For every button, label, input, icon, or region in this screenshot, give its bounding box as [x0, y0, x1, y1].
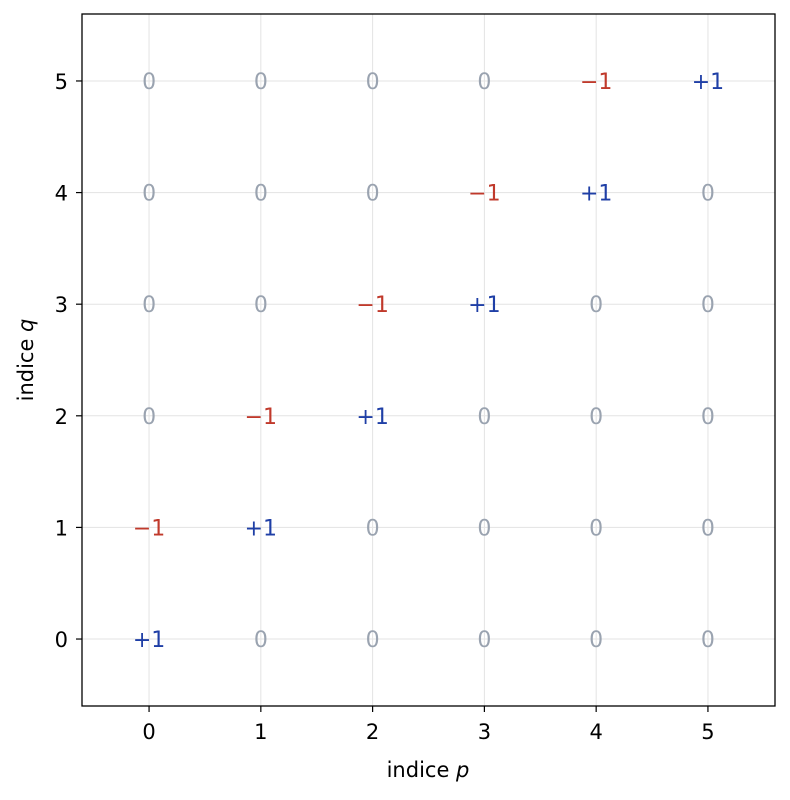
cell-value-zero: 0 [701, 182, 715, 207]
x-tick-label: 5 [701, 720, 714, 744]
cell-value-zero: 0 [142, 405, 156, 430]
x-axis-label-prefix: indice [387, 758, 456, 782]
cell-value-zero: 0 [254, 182, 268, 207]
cell-value-negative: −1 [580, 70, 612, 95]
cell-value-zero: 0 [254, 293, 268, 318]
plot-frame [81, 13, 776, 707]
cell-value-positive: +1 [133, 628, 165, 653]
cell-value-negative: −1 [245, 405, 277, 430]
cell-value-zero: 0 [366, 70, 380, 95]
cell-value-zero: 0 [589, 516, 603, 541]
y-tick-label: 5 [55, 70, 68, 94]
x-axis-label-variable: p [455, 758, 469, 782]
x-tick-label: 3 [478, 720, 491, 744]
y-axis-ticks: 0 1 2 3 4 5 [55, 70, 82, 652]
x-tick-label: 0 [142, 720, 155, 744]
y-tick-label: 2 [55, 405, 68, 429]
cell-value-negative: −1 [468, 182, 500, 207]
cell-value-positive: +1 [245, 516, 277, 541]
cell-value-negative: −1 [356, 293, 388, 318]
cell-value-zero: 0 [477, 405, 491, 430]
y-tick-label: 1 [55, 516, 68, 540]
cell-value-zero: 0 [366, 182, 380, 207]
x-tick-label: 2 [366, 720, 379, 744]
cell-value-positive: +1 [580, 182, 612, 207]
cell-value-positive: +1 [692, 70, 724, 95]
cell-value-zero: 0 [142, 293, 156, 318]
cell-value-zero: 0 [701, 628, 715, 653]
y-tick-label: 4 [55, 182, 68, 206]
cell-value-zero: 0 [701, 516, 715, 541]
cell-value-zero: 0 [254, 628, 268, 653]
cell-value-zero: 0 [477, 70, 491, 95]
cell-value-zero: 0 [366, 516, 380, 541]
cell-value-zero: 0 [142, 70, 156, 95]
x-tick-label: 4 [589, 720, 602, 744]
cell-value-zero: 0 [142, 182, 156, 207]
cell-value-zero: 0 [701, 293, 715, 318]
y-axis-label-variable: q [14, 319, 38, 332]
x-tick-label: 1 [254, 720, 267, 744]
y-tick-label: 0 [55, 628, 68, 652]
cell-value-positive: +1 [356, 405, 388, 430]
y-tick-label: 3 [55, 293, 68, 317]
cell-value-zero: 0 [254, 70, 268, 95]
cell-value-zero: 0 [589, 405, 603, 430]
cell-value-zero: 0 [701, 405, 715, 430]
cell-value-zero: 0 [589, 628, 603, 653]
grid-lines [82, 14, 775, 706]
cell-value-zero: 0 [589, 293, 603, 318]
cell-value-zero: 0 [477, 516, 491, 541]
cell-value-zero: 0 [366, 628, 380, 653]
cell-value-negative: −1 [133, 516, 165, 541]
y-axis-label: indice q [14, 319, 38, 402]
y-axis-label-prefix: indice [14, 332, 38, 401]
x-axis-ticks: 0 1 2 3 4 5 [142, 706, 715, 744]
cell-labels: +1 0 0 0 0 0 −1 +1 0 0 0 0 0 −1 +1 0 0 0 0 0 −1 +1 0 0 0 0 0 −1 +1 0 0… [133, 70, 724, 653]
cell-value-zero: 0 [477, 628, 491, 653]
x-axis-label: indice p [387, 758, 470, 782]
cell-value-positive: +1 [468, 293, 500, 318]
